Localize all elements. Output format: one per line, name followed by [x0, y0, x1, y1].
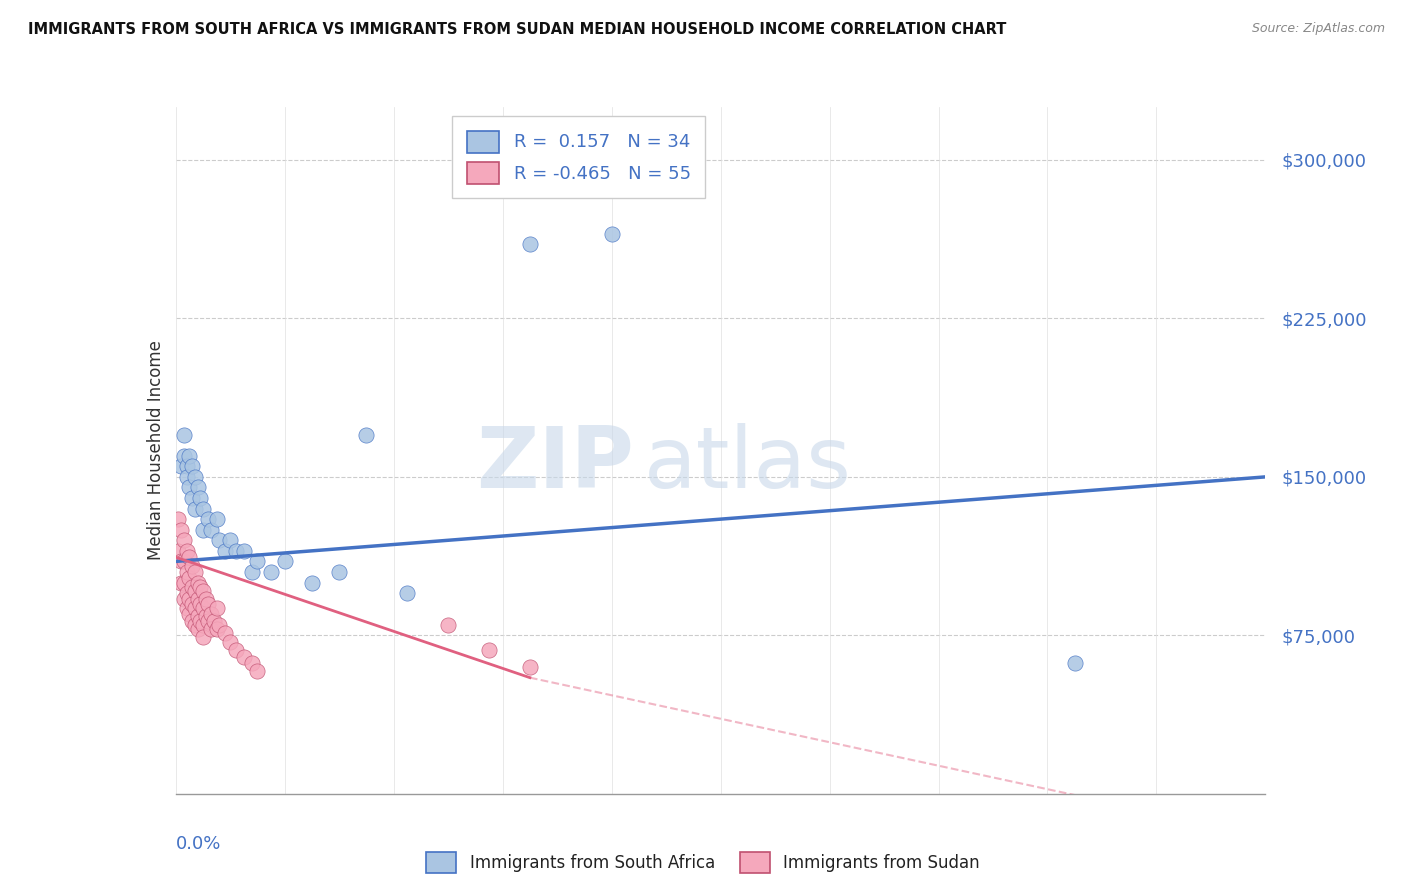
Point — [173, 575, 195, 590]
Text: ZIP: ZIP — [475, 423, 633, 506]
Point — [176, 459, 198, 474]
Point — [176, 586, 198, 600]
Point — [173, 554, 195, 568]
Point — [184, 584, 207, 599]
Point — [219, 533, 242, 548]
Point — [191, 523, 214, 537]
Point — [184, 470, 207, 484]
Point — [184, 501, 207, 516]
Point — [186, 609, 209, 624]
Point — [219, 634, 242, 648]
Point — [179, 571, 201, 585]
Point — [184, 617, 207, 632]
Point — [179, 592, 201, 607]
Point — [186, 480, 209, 494]
Point — [202, 614, 225, 628]
Point — [173, 533, 195, 548]
Point — [208, 533, 231, 548]
Point — [191, 501, 214, 516]
Point — [173, 592, 195, 607]
Point — [240, 565, 263, 579]
Point — [188, 580, 211, 594]
Point — [170, 554, 193, 568]
Point — [191, 631, 214, 645]
Point — [167, 544, 190, 558]
Point — [519, 237, 541, 252]
Point — [205, 601, 228, 615]
Point — [176, 601, 198, 615]
Point — [246, 554, 269, 568]
Point — [200, 622, 222, 636]
Point — [225, 544, 247, 558]
Point — [208, 617, 231, 632]
Point — [188, 614, 211, 628]
Point — [179, 449, 201, 463]
Point — [240, 656, 263, 670]
Point — [328, 565, 350, 579]
Point — [301, 575, 323, 590]
Point — [356, 427, 378, 442]
Point — [197, 614, 219, 628]
Point — [186, 592, 209, 607]
Point — [232, 649, 254, 664]
Text: 0.0%: 0.0% — [176, 835, 221, 853]
Point — [600, 227, 623, 241]
Point — [396, 586, 419, 600]
Point — [232, 544, 254, 558]
Point — [173, 449, 195, 463]
Point — [167, 512, 190, 526]
Point — [181, 558, 204, 573]
Text: IMMIGRANTS FROM SOUTH AFRICA VS IMMIGRANTS FROM SUDAN MEDIAN HOUSEHOLD INCOME CO: IMMIGRANTS FROM SOUTH AFRICA VS IMMIGRAN… — [28, 22, 1007, 37]
Point — [176, 470, 198, 484]
Point — [197, 512, 219, 526]
Point — [186, 622, 209, 636]
Point — [188, 491, 211, 505]
Point — [179, 480, 201, 494]
Point — [205, 512, 228, 526]
Point — [176, 544, 198, 558]
Point — [200, 523, 222, 537]
Point — [181, 459, 204, 474]
Point — [478, 643, 501, 657]
Point — [437, 617, 460, 632]
Point — [225, 643, 247, 657]
Point — [173, 427, 195, 442]
Point — [191, 601, 214, 615]
Point — [170, 459, 193, 474]
Point — [186, 575, 209, 590]
Point — [184, 565, 207, 579]
Y-axis label: Median Household Income: Median Household Income — [146, 341, 165, 560]
Point — [1063, 656, 1085, 670]
Point — [246, 665, 269, 679]
Point — [176, 565, 198, 579]
Point — [181, 491, 204, 505]
Point — [194, 609, 217, 624]
Point — [188, 597, 211, 611]
Point — [170, 575, 193, 590]
Point — [181, 580, 204, 594]
Legend: Immigrants from South Africa, Immigrants from Sudan: Immigrants from South Africa, Immigrants… — [419, 846, 987, 880]
Point — [274, 554, 297, 568]
Point — [194, 592, 217, 607]
Point — [181, 614, 204, 628]
Point — [191, 584, 214, 599]
Legend: R =  0.157   N = 34, R = -0.465   N = 55: R = 0.157 N = 34, R = -0.465 N = 55 — [453, 116, 706, 198]
Point — [197, 597, 219, 611]
Point — [181, 597, 204, 611]
Point — [519, 660, 541, 674]
Point — [191, 617, 214, 632]
Point — [184, 601, 207, 615]
Text: atlas: atlas — [644, 423, 852, 506]
Point — [214, 544, 236, 558]
Text: Source: ZipAtlas.com: Source: ZipAtlas.com — [1251, 22, 1385, 36]
Point — [260, 565, 283, 579]
Point — [170, 523, 193, 537]
Point — [214, 626, 236, 640]
Point — [200, 607, 222, 622]
Point — [179, 607, 201, 622]
Point — [205, 622, 228, 636]
Point — [179, 550, 201, 565]
